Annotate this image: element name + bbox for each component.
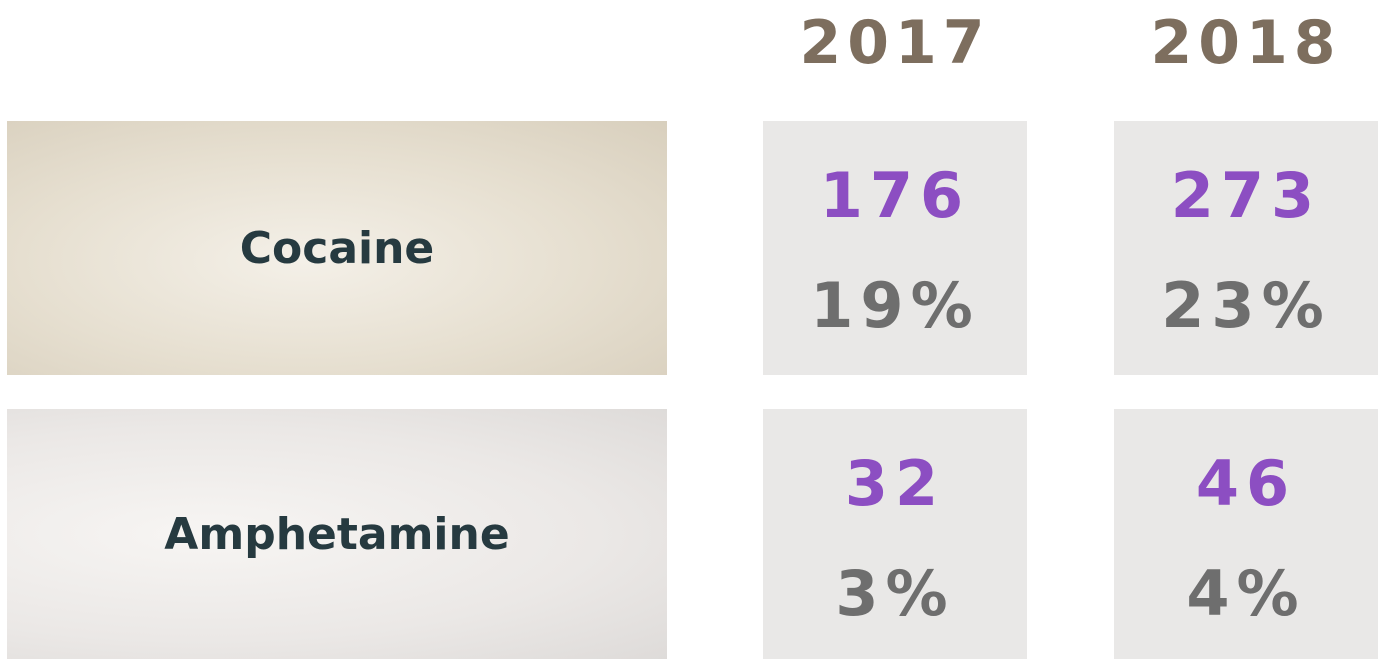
row-label: Amphetamine xyxy=(7,409,667,659)
cell: 176 19% xyxy=(763,121,1027,375)
percent: 23% xyxy=(1114,269,1378,342)
infographic: 2017 2018 Cocaine Amphetamine 176 19% 27… xyxy=(0,0,1384,659)
percent: 4% xyxy=(1114,557,1378,630)
column-header: 2018 xyxy=(1114,8,1378,78)
row-label: Cocaine xyxy=(7,121,667,375)
count: 46 xyxy=(1114,447,1378,520)
percent: 19% xyxy=(763,269,1027,342)
count: 32 xyxy=(763,447,1027,520)
percent: 3% xyxy=(763,557,1027,630)
count: 273 xyxy=(1114,159,1378,232)
column-header: 2017 xyxy=(763,8,1027,78)
cell: 273 23% xyxy=(1114,121,1378,375)
cell: 32 3% xyxy=(763,409,1027,659)
cell: 46 4% xyxy=(1114,409,1378,659)
count: 176 xyxy=(763,159,1027,232)
